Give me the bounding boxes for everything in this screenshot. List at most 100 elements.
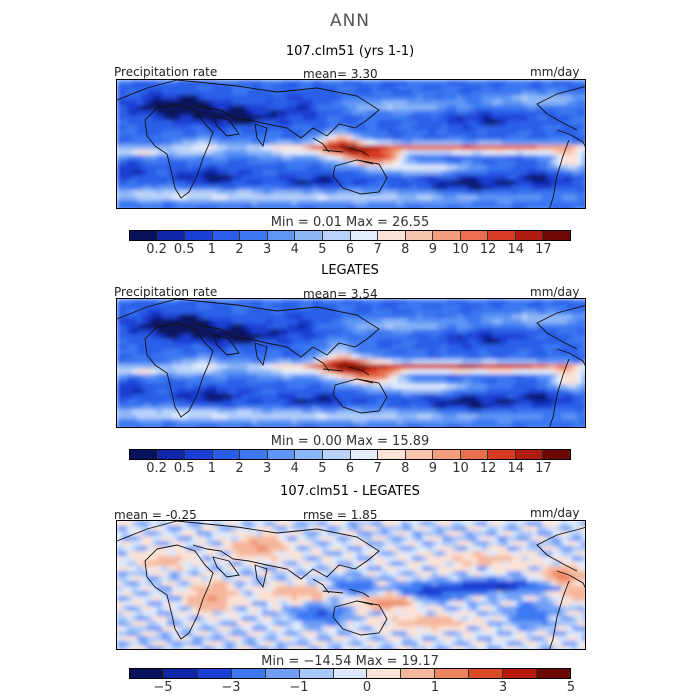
field-cell (187, 120, 193, 126)
field-cell (162, 105, 168, 111)
field-cell (567, 314, 573, 320)
field-cell (267, 354, 273, 360)
field-cell (302, 379, 308, 385)
field-cell (452, 180, 458, 186)
field-cell (462, 170, 468, 176)
field-cell (442, 339, 448, 345)
field-cell (502, 105, 508, 111)
field-cell (462, 200, 468, 206)
field-cell (342, 100, 348, 106)
field-cell (572, 140, 578, 146)
field-cell (487, 155, 493, 161)
field-cell (147, 384, 153, 390)
field-cell (377, 200, 383, 206)
field-cell (337, 314, 343, 320)
field-cell (502, 90, 508, 96)
field-cell (262, 384, 268, 390)
field-cell (327, 419, 333, 425)
field-cell (222, 120, 228, 126)
field-cell (342, 175, 348, 181)
field-cell (242, 95, 248, 101)
field-cell (402, 110, 408, 116)
field-cell (502, 135, 508, 141)
field-cell (122, 140, 128, 146)
field-cell (482, 150, 488, 156)
field-cell (292, 409, 298, 415)
field-cell (232, 339, 238, 345)
field-cell (397, 354, 403, 360)
field-cell (512, 175, 518, 181)
field-cell (532, 399, 538, 405)
field-cell (267, 399, 273, 405)
field-cell (242, 105, 248, 111)
field-cell (347, 105, 353, 111)
field-cell (252, 165, 258, 171)
field-cell (517, 130, 523, 136)
field-cell (472, 399, 478, 405)
field-cell (377, 145, 383, 151)
field-cell (437, 95, 443, 101)
field-cell (542, 120, 548, 126)
field-cell (152, 205, 158, 208)
field-cell (502, 349, 508, 355)
field-cell (442, 299, 448, 305)
field-cell (187, 100, 193, 106)
field-cell (547, 354, 553, 360)
field-cell (542, 379, 548, 385)
field-cell (552, 339, 558, 345)
field-cell (497, 404, 503, 410)
field-cell (497, 180, 503, 186)
field-cell (457, 205, 463, 208)
field-cell (327, 304, 333, 310)
field-cell (297, 155, 303, 161)
field-cell (362, 195, 368, 201)
field-cell (292, 319, 298, 325)
field-cell (167, 195, 173, 201)
colorbar-swatch (433, 231, 461, 240)
field-cell (352, 80, 358, 86)
field-cell (167, 140, 173, 146)
field-cell (222, 344, 228, 350)
field-cell (577, 319, 583, 325)
field-cell (327, 155, 333, 161)
field-cell (137, 334, 143, 340)
field-cell (412, 424, 418, 427)
field-cell (172, 110, 178, 116)
field-cell (277, 110, 283, 116)
field-cell (217, 389, 223, 395)
field-cell (342, 125, 348, 131)
field-cell (287, 384, 293, 390)
colorbar-tick-label: 4 (290, 242, 299, 257)
field-cell (327, 414, 333, 420)
field-cell (457, 170, 463, 176)
field-cell (272, 344, 278, 350)
field-cell (137, 374, 143, 380)
field-cell (352, 314, 358, 320)
field-cell (482, 339, 488, 345)
field-cell (227, 399, 233, 405)
colorbar-tick-label: 14 (507, 461, 525, 476)
field-cell (292, 424, 298, 427)
field-cell (327, 409, 333, 415)
field-cell (157, 150, 163, 156)
field-cell (517, 304, 523, 310)
field-cell (302, 349, 308, 355)
field-cell (452, 319, 458, 325)
field-cell (552, 125, 558, 131)
field-cell (232, 374, 238, 380)
colorbar-swatch (405, 231, 434, 240)
field-cell (307, 329, 313, 335)
field-cell (157, 110, 163, 116)
field-cell (527, 404, 533, 410)
field-cell (217, 399, 223, 405)
field-cell (297, 190, 303, 196)
field-cell (387, 165, 393, 171)
field-cell (457, 90, 463, 96)
field-cell (172, 85, 178, 91)
field-cell (217, 409, 223, 415)
field-cell (492, 120, 498, 126)
field-cell (412, 115, 418, 121)
field-cell (212, 364, 218, 370)
field-cell (247, 329, 253, 335)
field-cell (497, 205, 503, 208)
